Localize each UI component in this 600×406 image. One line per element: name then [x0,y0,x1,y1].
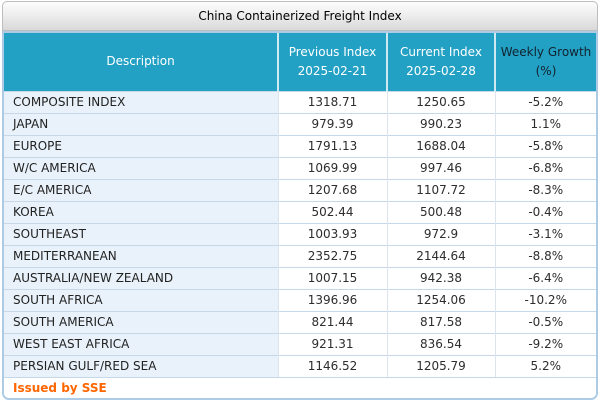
row-current-index: 817.58 [386,310,495,333]
row-current-index: 990.23 [386,112,495,135]
column-header-weekly-growth: Weekly Growth (%) [494,33,596,91]
column-header-previous-index: Previous Index 2025-02-21 [277,33,387,91]
row-current-index: 500.48 [386,200,495,223]
row-current-index: 1250.65 [386,90,495,113]
table-row: COMPOSITE INDEX 1318.71 1250.65 -5.2% [4,90,596,113]
column-header-current-index: Current Index 2025-02-28 [386,33,495,91]
row-description: SOUTH AMERICA [4,310,278,333]
row-previous-index: 821.44 [277,310,387,333]
row-previous-index: 1791.13 [277,134,387,157]
column-header-description: Description [4,33,278,91]
row-current-index: 1205.79 [386,354,495,377]
table-row: WEST EAST AFRICA 921.31 836.54 -9.2% [4,332,596,355]
table-body: COMPOSITE INDEX 1318.71 1250.65 -5.2% JA… [4,90,596,377]
row-current-index: 2144.64 [386,244,495,267]
table-row: PERSIAN GULF/RED SEA 1146.52 1205.79 5.2… [4,354,596,377]
row-weekly-growth: -5.2% [494,90,596,113]
row-previous-index: 2352.75 [277,244,387,267]
widget-title: China Containerized Freight Index [2,1,598,31]
table-row: AUSTRALIA/NEW ZEALAND 1007.15 942.38 -6.… [4,266,596,289]
header-row: Description Previous Index 2025-02-21 Cu… [4,33,596,91]
row-description: EUROPE [4,134,278,157]
row-weekly-growth: 5.2% [494,354,596,377]
row-description: KOREA [4,200,278,223]
table-row: SOUTHEAST 1003.93 972.9 -3.1% [4,222,596,245]
row-current-index: 1688.04 [386,134,495,157]
row-description: COMPOSITE INDEX [4,90,278,113]
row-current-index: 997.46 [386,156,495,179]
table-row: KOREA 502.44 500.48 -0.4% [4,200,596,223]
row-previous-index: 1146.52 [277,354,387,377]
table-row: EUROPE 1791.13 1688.04 -5.8% [4,134,596,157]
row-weekly-growth: 1.1% [494,112,596,135]
row-weekly-growth: -3.1% [494,222,596,245]
row-previous-index: 1003.93 [277,222,387,245]
row-previous-index: 1207.68 [277,178,387,201]
table-row: MEDITERRANEAN 2352.75 2144.64 -8.8% [4,244,596,267]
row-description: SOUTHEAST [4,222,278,245]
row-description: AUSTRALIA/NEW ZEALAND [4,266,278,289]
row-current-index: 972.9 [386,222,495,245]
issued-by-footer: Issued by SSE [4,377,596,398]
row-current-index: 942.38 [386,266,495,289]
row-previous-index: 979.39 [277,112,387,135]
freight-index-widget: China Containerized Freight Index Descri… [2,1,598,400]
row-previous-index: 921.31 [277,332,387,355]
row-weekly-growth: -6.4% [494,266,596,289]
row-description: PERSIAN GULF/RED SEA [4,354,278,377]
row-weekly-growth: -8.3% [494,178,596,201]
row-previous-index: 1069.99 [277,156,387,179]
row-description: JAPAN [4,112,278,135]
row-previous-index: 1396.96 [277,288,387,311]
row-previous-index: 1007.15 [277,266,387,289]
table-row: JAPAN 979.39 990.23 1.1% [4,112,596,135]
row-weekly-growth: -5.8% [494,134,596,157]
table-row: W/C AMERICA 1069.99 997.46 -6.8% [4,156,596,179]
row-weekly-growth: -9.2% [494,332,596,355]
row-previous-index: 1318.71 [277,90,387,113]
row-previous-index: 502.44 [277,200,387,223]
freight-index-table: Description Previous Index 2025-02-21 Cu… [4,33,596,377]
row-weekly-growth: -0.4% [494,200,596,223]
row-description: WEST EAST AFRICA [4,332,278,355]
row-description: W/C AMERICA [4,156,278,179]
row-weekly-growth: -8.8% [494,244,596,267]
table-row: SOUTH AMERICA 821.44 817.58 -0.5% [4,310,596,333]
row-current-index: 1107.72 [386,178,495,201]
row-current-index: 836.54 [386,332,495,355]
row-description: MEDITERRANEAN [4,244,278,267]
row-weekly-growth: -0.5% [494,310,596,333]
row-description: SOUTH AFRICA [4,288,278,311]
table-container: Description Previous Index 2025-02-21 Cu… [2,31,598,400]
table-row: SOUTH AFRICA 1396.96 1254.06 -10.2% [4,288,596,311]
table-row: E/C AMERICA 1207.68 1107.72 -8.3% [4,178,596,201]
row-current-index: 1254.06 [386,288,495,311]
table-header: Description Previous Index 2025-02-21 Cu… [4,33,596,91]
row-description: E/C AMERICA [4,178,278,201]
row-weekly-growth: -6.8% [494,156,596,179]
row-weekly-growth: -10.2% [494,288,596,311]
